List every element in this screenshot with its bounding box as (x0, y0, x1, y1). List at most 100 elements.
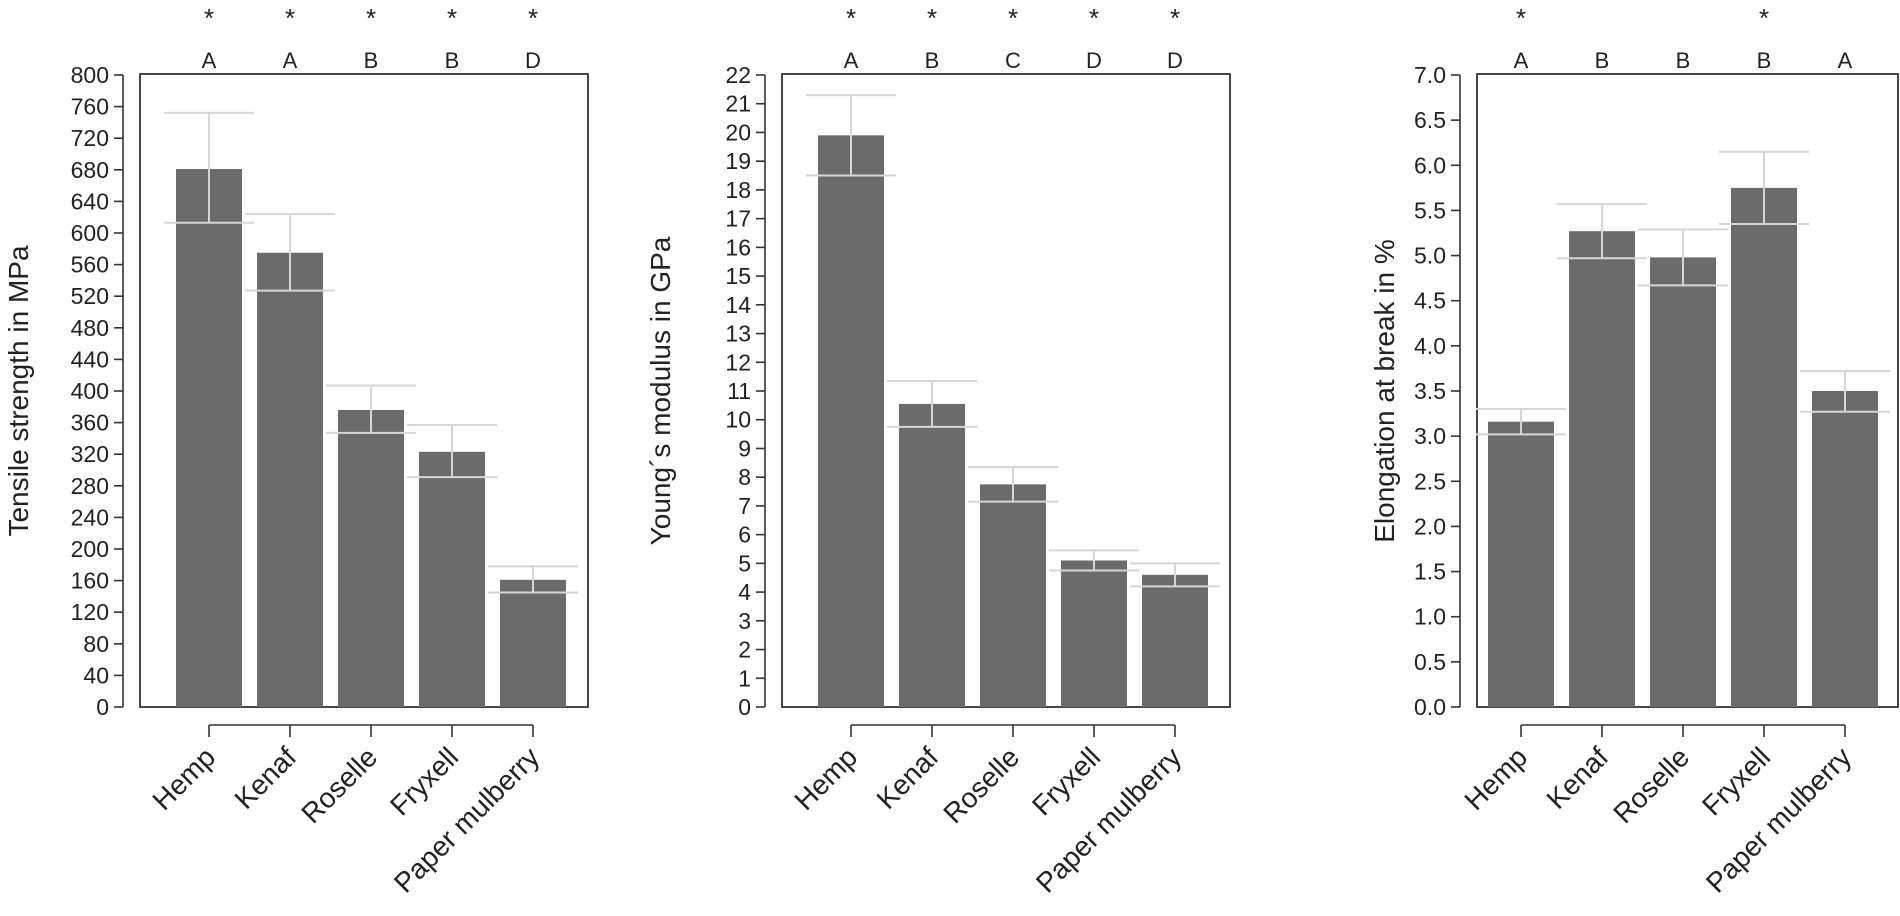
y-tick-label: 360 (71, 410, 109, 436)
bar-hemp (818, 135, 884, 707)
group-letter: B (1595, 48, 1610, 73)
bar-hemp (176, 169, 242, 707)
y-tick-label: 0.5 (1414, 649, 1446, 675)
y-tick-label: 5 (738, 550, 751, 576)
y-tick-label: 8 (738, 464, 751, 490)
y-tick-label: 280 (71, 473, 109, 499)
y-tick-label: 13 (725, 321, 751, 347)
y-tick-label: 2 (738, 637, 751, 663)
bar-kenaf (257, 252, 323, 707)
elongation-at-break-panel: 0.0 0.5 1.0 1.5 2.0 2.5 3.0 3.5 4.0 4.5 5.0 5.5 6.0 6… (1369, 3, 1899, 899)
y-tick-label: 40 (83, 662, 109, 688)
y-tick-label: 16 (725, 234, 751, 260)
y-tick-label: 1.5 (1414, 559, 1446, 585)
y-tick-label: 1.0 (1414, 604, 1446, 630)
bar-roselle (1650, 257, 1716, 707)
y-tick-label: 11 (727, 378, 751, 404)
y-tick-label: 520 (71, 283, 109, 309)
y-tick-label: 560 (71, 252, 109, 278)
y-tick-label: 15 (725, 263, 751, 289)
y-tick-label: 800 (71, 62, 109, 88)
significance-marker: * (204, 3, 214, 33)
significance-marker: * (927, 3, 937, 33)
significance-marker: * (366, 3, 376, 33)
group-letter: B (445, 48, 460, 73)
y-tick-label: 680 (71, 157, 109, 183)
group-letter: A (1838, 48, 1853, 73)
x-category-label: Fryxell (1026, 741, 1106, 821)
youngs-modulus-panel: 012345678910111213141516171819202122Youn… (645, 3, 1231, 899)
group-letter: D (1086, 48, 1102, 73)
significance-marker: * (1008, 3, 1018, 33)
x-category-label: Paper mulberry (388, 741, 545, 898)
x-category-label: Roselle (937, 741, 1025, 829)
significance-marker: * (1516, 3, 1526, 33)
y-tick-label: 200 (71, 536, 109, 562)
x-category-label: Hemp (1458, 741, 1533, 816)
y-tick-label: 6 (738, 522, 751, 548)
group-letter: B (1757, 48, 1772, 73)
y-tick-label: 6.0 (1414, 152, 1446, 178)
y-tick-label: 21 (725, 91, 751, 117)
y-tick-label: 19 (725, 148, 751, 174)
y-tick-label: 640 (71, 188, 109, 214)
y-tick-label: 6.5 (1414, 107, 1446, 133)
group-letter: A (202, 48, 217, 73)
y-tick-label: 3 (738, 608, 751, 634)
bar-fryxell (1731, 187, 1797, 707)
bar-roselle (980, 484, 1046, 707)
y-tick-label: 3.0 (1414, 423, 1446, 449)
y-tick-label: 17 (725, 206, 751, 232)
y-tick-label: 18 (725, 177, 751, 203)
y-tick-label: 720 (71, 125, 109, 151)
x-category-label: Fryxell (1696, 741, 1776, 821)
y-tick-label: 760 (71, 94, 109, 120)
y-tick-label: 160 (71, 568, 109, 594)
group-letter: B (925, 48, 940, 73)
x-category-label: Paper mulberry (1700, 741, 1857, 898)
significance-marker: * (447, 3, 457, 33)
y-tick-label: 0 (738, 694, 751, 720)
y-tick-label: 5.5 (1414, 197, 1446, 223)
x-category-label: Hemp (146, 741, 221, 816)
bar-paper-mulberry (500, 579, 566, 707)
y-tick-label: 20 (725, 119, 751, 145)
significance-marker: * (1759, 3, 1769, 33)
y-axis-label: Elongation at break in % (1369, 239, 1400, 543)
bar-roselle (338, 409, 404, 707)
bar-hemp (1488, 421, 1554, 707)
y-tick-label: 600 (71, 220, 109, 246)
group-letter: A (844, 48, 859, 73)
y-tick-label: 7.0 (1414, 62, 1446, 88)
y-axis-label: Tensile strength in MPa (3, 245, 34, 536)
x-category-label: Roselle (1607, 741, 1695, 829)
y-tick-label: 10 (725, 407, 751, 433)
y-tick-label: 2.0 (1414, 513, 1446, 539)
x-category-label: Fryxell (384, 741, 464, 821)
y-tick-label: 480 (71, 315, 109, 341)
group-letter: D (1167, 48, 1183, 73)
y-tick-label: 0.0 (1414, 694, 1446, 720)
bar-paper-mulberry (1142, 574, 1208, 707)
significance-marker: * (846, 3, 856, 33)
bar-paper-mulberry (1812, 391, 1878, 707)
group-letter: C (1005, 48, 1021, 73)
x-category-label: Kenaf (1541, 741, 1615, 815)
y-tick-label: 4 (738, 579, 751, 605)
tensile-strength-panel: 0 40 80 120 160 200 240 280 320 360 400 440 480 520 56… (3, 3, 589, 899)
bar-kenaf (1569, 231, 1635, 708)
y-tick-label: 7 (738, 493, 751, 519)
y-tick-label: 120 (71, 599, 109, 625)
y-tick-label: 22 (725, 62, 751, 88)
y-tick-label: 2.5 (1414, 468, 1446, 494)
y-tick-label: 80 (83, 631, 109, 657)
y-tick-label: 4.0 (1414, 333, 1446, 359)
x-category-label: Kenaf (229, 741, 303, 815)
group-letter: B (364, 48, 379, 73)
y-tick-label: 5.0 (1414, 243, 1446, 269)
bar-fryxell (419, 451, 485, 707)
group-letter: B (1676, 48, 1691, 73)
y-tick-label: 9 (738, 435, 751, 461)
x-category-label: Kenaf (871, 741, 945, 815)
